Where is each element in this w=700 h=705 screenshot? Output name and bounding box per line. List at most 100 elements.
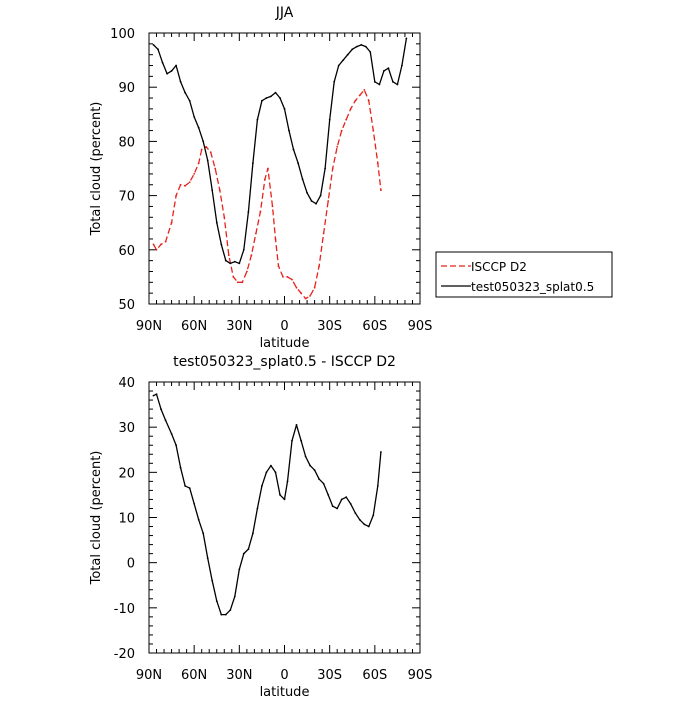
chart1-series-1-point <box>340 129 343 132</box>
chart1-series-2-point <box>342 59 345 61</box>
chart1-y-tick-label: 100 <box>110 27 135 42</box>
chart1-series-2-point <box>220 243 223 246</box>
chart1-x-tick-label: 30N <box>226 319 252 334</box>
chart2-series-1-point <box>345 496 348 499</box>
chart2-series-1-point <box>313 469 316 471</box>
chart2-series-1-point <box>261 485 263 487</box>
chart1-series-1-point <box>193 173 196 175</box>
chart1-series-2-point <box>283 108 286 110</box>
chart2-series-1-point <box>175 444 178 447</box>
chart1-series-2-point <box>197 126 200 129</box>
chart1-series-1-point <box>363 89 366 91</box>
chart1-series-2-point <box>405 37 408 40</box>
chart2-y-tick-label: 20 <box>118 466 135 481</box>
chart1-series-2-point <box>166 72 169 75</box>
chart2-series-1-point <box>211 579 214 582</box>
chart2-series-1-point <box>349 503 352 505</box>
chart1-series-2-point <box>252 162 254 165</box>
chart1-series-1-point <box>205 145 208 148</box>
chart1-series-1-point <box>223 216 226 219</box>
chart2-series-1-point <box>233 595 236 598</box>
chart1-series-2-point <box>319 194 322 197</box>
chart2-series-1-point <box>270 464 272 467</box>
chart2-x-axis-label: latitude <box>260 685 310 700</box>
chart2-series-1-point <box>265 471 268 474</box>
chart1-series-1-point <box>295 286 298 289</box>
chart2-series-1-point <box>380 451 382 453</box>
chart2-series-1-point <box>295 424 298 426</box>
chart1-x-tick-label: 60N <box>181 319 207 334</box>
chart1-series-2-point <box>315 202 317 205</box>
chart2-series-1-point <box>224 613 227 616</box>
chart2-series-1-point <box>309 464 311 467</box>
chart2-x-tick-label: 90N <box>136 668 162 683</box>
chart1-series-1-point <box>250 254 253 257</box>
chart1-series-2-point <box>333 80 336 83</box>
chart1-series-2-point <box>387 67 390 70</box>
chart1-series-1-point <box>164 240 167 243</box>
chart2-series-1-point <box>188 487 191 489</box>
chart1-y-axis-label: Total cloud (percent) <box>89 102 104 237</box>
chart1-plot-frame <box>148 32 421 305</box>
chart2-series-1-point <box>252 532 254 535</box>
chart1-series-2-point <box>301 178 304 181</box>
chart1-x-tick-label: 90N <box>136 319 162 334</box>
chart1-series-2-point <box>247 211 250 213</box>
chart1-series-2-point <box>161 61 164 64</box>
chart2-series-1-point <box>197 518 200 521</box>
chart1-series-1-point <box>209 151 212 154</box>
chart1-series-1-point <box>372 129 375 132</box>
chart1-series-2-point <box>346 53 349 56</box>
chart1-series-1-point <box>322 232 325 235</box>
chart1-series-2-point <box>202 140 205 143</box>
chart2-y-axis-label: Total cloud (percent) <box>89 451 104 586</box>
chart1-series-1-point <box>236 281 239 284</box>
chart2-series-1-point <box>286 480 289 483</box>
chart1-series-2-point <box>328 118 331 121</box>
chart2-series-1-point <box>170 433 173 435</box>
chart1-series-1-point <box>309 295 311 297</box>
chart2-series-1-point <box>283 498 286 501</box>
chart2-y-tick-label: 0 <box>127 557 135 572</box>
chart1-title: JJA <box>275 5 294 21</box>
chart2-series-1-point <box>215 600 218 602</box>
chart1-series-2-point <box>179 80 182 83</box>
chart1-x-axis-label: latitude <box>260 336 310 351</box>
chart1-series-2-point <box>378 83 381 86</box>
chart1-x-tick-label: 30S <box>317 319 342 334</box>
chart2-series-1-point <box>193 503 196 505</box>
legend-label-2: test050323_splat0.5 <box>471 280 594 294</box>
chart1-series-2-point <box>324 167 326 170</box>
chart2-series-1-point <box>367 525 370 528</box>
chart1-series-1-point <box>155 248 158 251</box>
chart1-series-2-point <box>310 200 313 202</box>
chart2-series-1-point <box>354 512 357 514</box>
chart1-series-2-point <box>261 99 263 102</box>
chart2-y-tick-label: 10 <box>118 512 135 527</box>
chart1-series-2-point <box>188 99 191 102</box>
chart2-series-1-point <box>179 466 182 469</box>
chart1-series-1-point <box>175 194 178 197</box>
chart1-series-2-point <box>242 248 245 251</box>
chart2-series-1-point <box>279 494 281 496</box>
chart1-series-1-point <box>327 200 330 202</box>
chart1-series-1-point <box>232 276 235 278</box>
chart1-series-1-point <box>241 281 244 284</box>
chart1-series-1-point <box>271 205 274 208</box>
chart2-series-1-point <box>256 507 259 510</box>
chart2-series-1-point <box>340 498 343 501</box>
chart1-series-1-point <box>277 265 280 267</box>
chart1-series-2-point <box>175 64 178 67</box>
chart1-series-2-point <box>401 64 403 67</box>
chart1-series-2-point <box>211 189 214 192</box>
chart2-series-1-point <box>220 613 223 616</box>
chart2-series-1-point <box>304 455 307 458</box>
chart1-series-1-point <box>218 189 221 192</box>
chart1-y-tick-label: 50 <box>118 298 135 313</box>
chart2-series-1-point <box>164 419 167 422</box>
chart2-series-1-point <box>184 485 187 487</box>
chart1-series-1-point <box>264 178 266 181</box>
chart2-series-1-point <box>363 523 366 526</box>
chart1-series-1-point <box>345 118 348 121</box>
chart2-y-tick-label: -20 <box>114 647 135 662</box>
